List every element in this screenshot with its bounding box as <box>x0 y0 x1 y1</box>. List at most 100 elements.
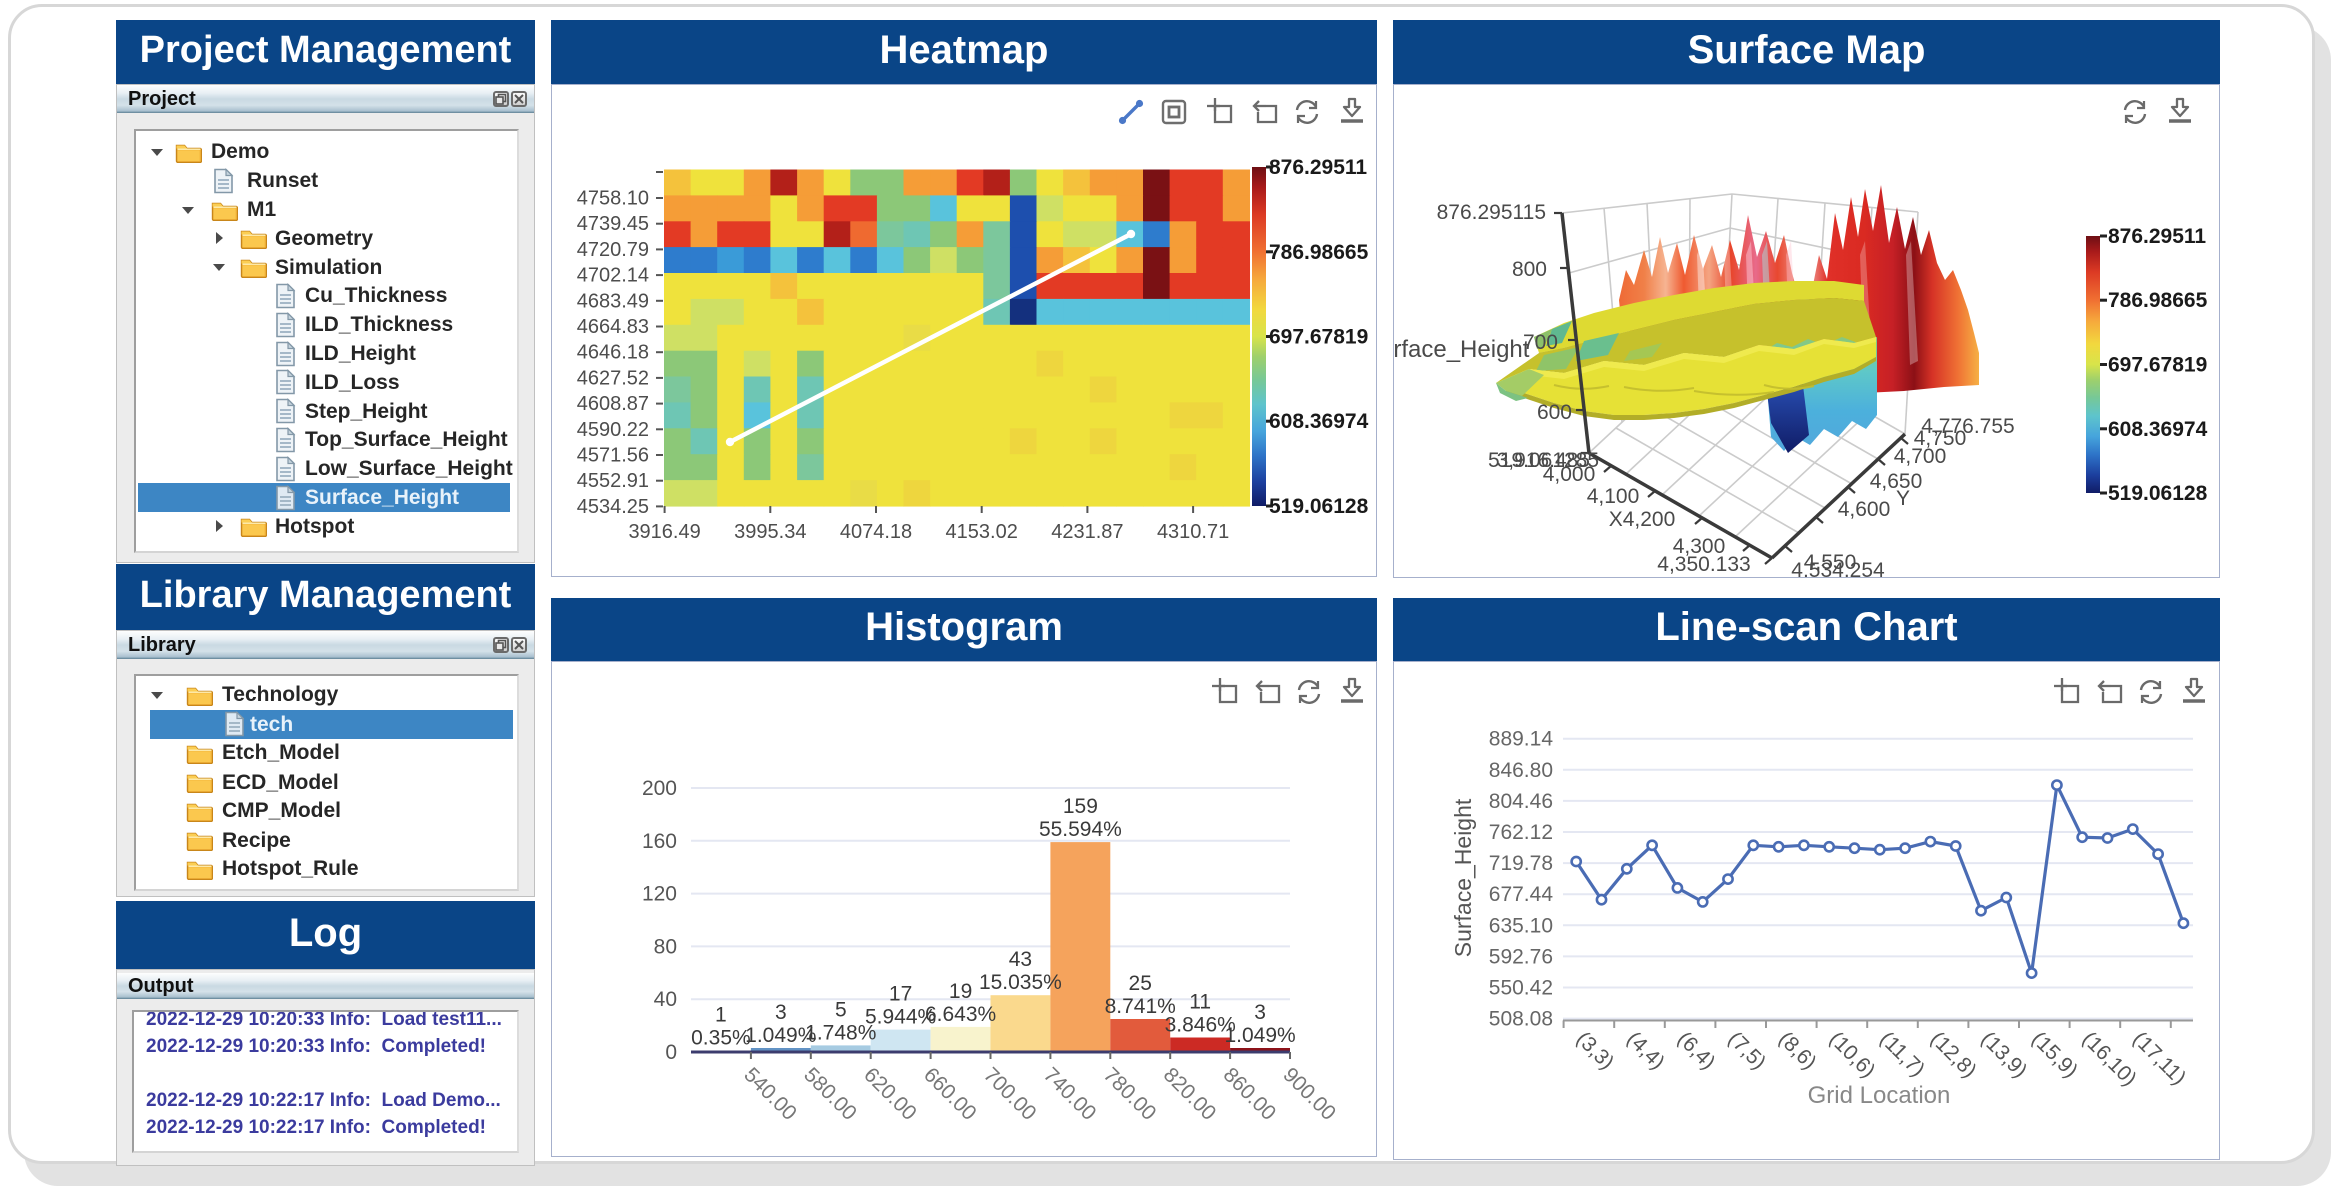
svg-text:860.00: 860.00 <box>1219 1063 1281 1125</box>
svg-text:889.14: 889.14 <box>1489 728 1554 751</box>
svg-text:(4,4): (4,4) <box>1622 1027 1669 1074</box>
svg-text:4,650: 4,650 <box>1870 470 1923 493</box>
svg-text:508.08: 508.08 <box>1489 1008 1553 1031</box>
svg-text:5: 5 <box>835 998 847 1021</box>
svg-text:3916.49: 3916.49 <box>628 521 700 543</box>
svg-text:4,776.755: 4,776.755 <box>1921 415 2014 438</box>
svg-text:11: 11 <box>1189 991 1211 1014</box>
svg-text:540.00: 540.00 <box>739 1063 801 1125</box>
svg-text:(3,3): (3,3) <box>1572 1027 1619 1074</box>
svg-text:550.42: 550.42 <box>1489 977 1553 1000</box>
svg-text:4683.49: 4683.49 <box>577 290 649 312</box>
svg-text:804.46: 804.46 <box>1489 790 1553 813</box>
svg-text:740.00: 740.00 <box>1039 1063 1101 1125</box>
svg-text:697.67819: 697.67819 <box>2108 354 2207 377</box>
svg-text:3.846%: 3.846% <box>1165 1014 1236 1037</box>
svg-text:4571.56: 4571.56 <box>577 445 649 467</box>
svg-text:159: 159 <box>1063 795 1098 818</box>
svg-text:4758.10: 4758.10 <box>577 188 649 210</box>
svg-text:(8,6): (8,6) <box>1774 1027 1821 1074</box>
svg-text:677.44: 677.44 <box>1489 883 1554 906</box>
svg-text:608.36974: 608.36974 <box>1269 410 1369 433</box>
svg-text:592.76: 592.76 <box>1489 945 1553 968</box>
svg-text:608.36974: 608.36974 <box>2108 418 2208 441</box>
svg-text:4,750: 4,750 <box>1914 427 1967 450</box>
svg-text:120: 120 <box>642 883 677 906</box>
svg-text:780.00: 780.00 <box>1099 1063 1161 1125</box>
svg-text:519.06128: 519.06128 <box>2108 482 2208 505</box>
svg-text:3: 3 <box>775 1001 787 1024</box>
svg-text:4231.87: 4231.87 <box>1051 521 1123 543</box>
svg-text:0: 0 <box>665 1041 677 1064</box>
svg-text:4,000: 4,000 <box>1543 463 1596 486</box>
svg-text:876.295115: 876.295115 <box>1437 201 1546 224</box>
svg-text:6.643%: 6.643% <box>925 1003 996 1026</box>
svg-text:200: 200 <box>642 777 677 800</box>
svg-text:519.061285: 519.061285 <box>1488 449 1599 472</box>
svg-text:786.98665: 786.98665 <box>2108 289 2208 312</box>
svg-text:4074.18: 4074.18 <box>840 521 912 543</box>
svg-text:3: 3 <box>1254 1001 1266 1024</box>
svg-text:4153.02: 4153.02 <box>946 521 1018 543</box>
svg-text:4310.71: 4310.71 <box>1157 521 1229 543</box>
svg-text:4646.18: 4646.18 <box>577 342 649 364</box>
svg-text:786.98665: 786.98665 <box>1269 241 1369 264</box>
svg-text:40: 40 <box>654 988 677 1011</box>
svg-text:4,550: 4,550 <box>1804 551 1857 574</box>
svg-text:580.00: 580.00 <box>799 1063 861 1125</box>
svg-text:900.00: 900.00 <box>1278 1063 1340 1125</box>
svg-text:4,300: 4,300 <box>1673 535 1726 558</box>
svg-text:17: 17 <box>889 983 912 1006</box>
svg-text:160: 160 <box>642 830 677 853</box>
svg-text:4739.45: 4739.45 <box>577 213 649 235</box>
svg-text:660.00: 660.00 <box>919 1063 981 1125</box>
svg-text:(11,7): (11,7) <box>1875 1027 1929 1081</box>
svg-text:4,350.133: 4,350.133 <box>1657 553 1750 576</box>
svg-text:(16,10): (16,10) <box>2078 1027 2141 1090</box>
svg-text:4,600: 4,600 <box>1838 498 1891 521</box>
svg-text:8.741%: 8.741% <box>1105 995 1176 1018</box>
svg-text:(7,5): (7,5) <box>1723 1027 1770 1074</box>
svg-text:700.00: 700.00 <box>979 1063 1041 1125</box>
svg-text:(10,6): (10,6) <box>1825 1027 1880 1082</box>
svg-text:(15,9): (15,9) <box>2027 1027 2082 1082</box>
svg-text:876.29511: 876.29511 <box>1269 156 1367 179</box>
svg-text:4720.79: 4720.79 <box>577 239 649 261</box>
svg-text:0.35%: 0.35% <box>691 1027 751 1050</box>
svg-text:15.035%: 15.035% <box>979 971 1062 994</box>
svg-text:700: 700 <box>1523 331 1558 354</box>
svg-text:1.748%: 1.748% <box>805 1021 876 1044</box>
svg-text:4,700: 4,700 <box>1894 445 1947 468</box>
svg-text:Surface_Height: Surface_Height <box>1394 336 1530 363</box>
svg-text:X4,200: X4,200 <box>1609 508 1676 531</box>
svg-text:Y: Y <box>1896 487 1910 510</box>
svg-text:4,534.254: 4,534.254 <box>1791 559 1885 577</box>
svg-text:519.06128: 519.06128 <box>1269 495 1369 518</box>
svg-text:19: 19 <box>949 980 972 1003</box>
svg-text:4552.91: 4552.91 <box>577 470 649 492</box>
svg-text:1.049%: 1.049% <box>745 1024 816 1047</box>
svg-text:(17,11): (17,11) <box>2128 1027 2190 1089</box>
svg-text:620.00: 620.00 <box>859 1063 921 1125</box>
svg-text:846.80: 846.80 <box>1489 759 1553 782</box>
svg-text:820.00: 820.00 <box>1159 1063 1221 1125</box>
svg-text:4627.52: 4627.52 <box>577 367 649 389</box>
svg-text:4590.22: 4590.22 <box>577 419 649 441</box>
svg-text:1: 1 <box>715 1004 727 1027</box>
svg-text:Surface_Height: Surface_Height <box>1450 798 1476 957</box>
svg-text:Grid Location: Grid Location <box>1808 1082 1951 1109</box>
svg-text:4608.87: 4608.87 <box>577 393 649 415</box>
svg-text:3,916.485: 3,916.485 <box>1497 449 1590 472</box>
svg-text:762.12: 762.12 <box>1489 821 1553 844</box>
svg-text:4702.14: 4702.14 <box>577 265 649 287</box>
svg-text:635.10: 635.10 <box>1489 914 1553 937</box>
svg-text:(13,9): (13,9) <box>1976 1027 2031 1082</box>
svg-text:55.594%: 55.594% <box>1039 818 1122 841</box>
svg-text:3995.34: 3995.34 <box>734 521 806 543</box>
svg-text:800: 800 <box>1512 258 1547 281</box>
svg-text:719.78: 719.78 <box>1489 852 1553 875</box>
svg-text:(12,8): (12,8) <box>1926 1027 1981 1082</box>
svg-text:876.29511: 876.29511 <box>2108 225 2206 248</box>
svg-text:4534.25: 4534.25 <box>577 496 649 518</box>
svg-text:1.049%: 1.049% <box>1224 1024 1295 1047</box>
